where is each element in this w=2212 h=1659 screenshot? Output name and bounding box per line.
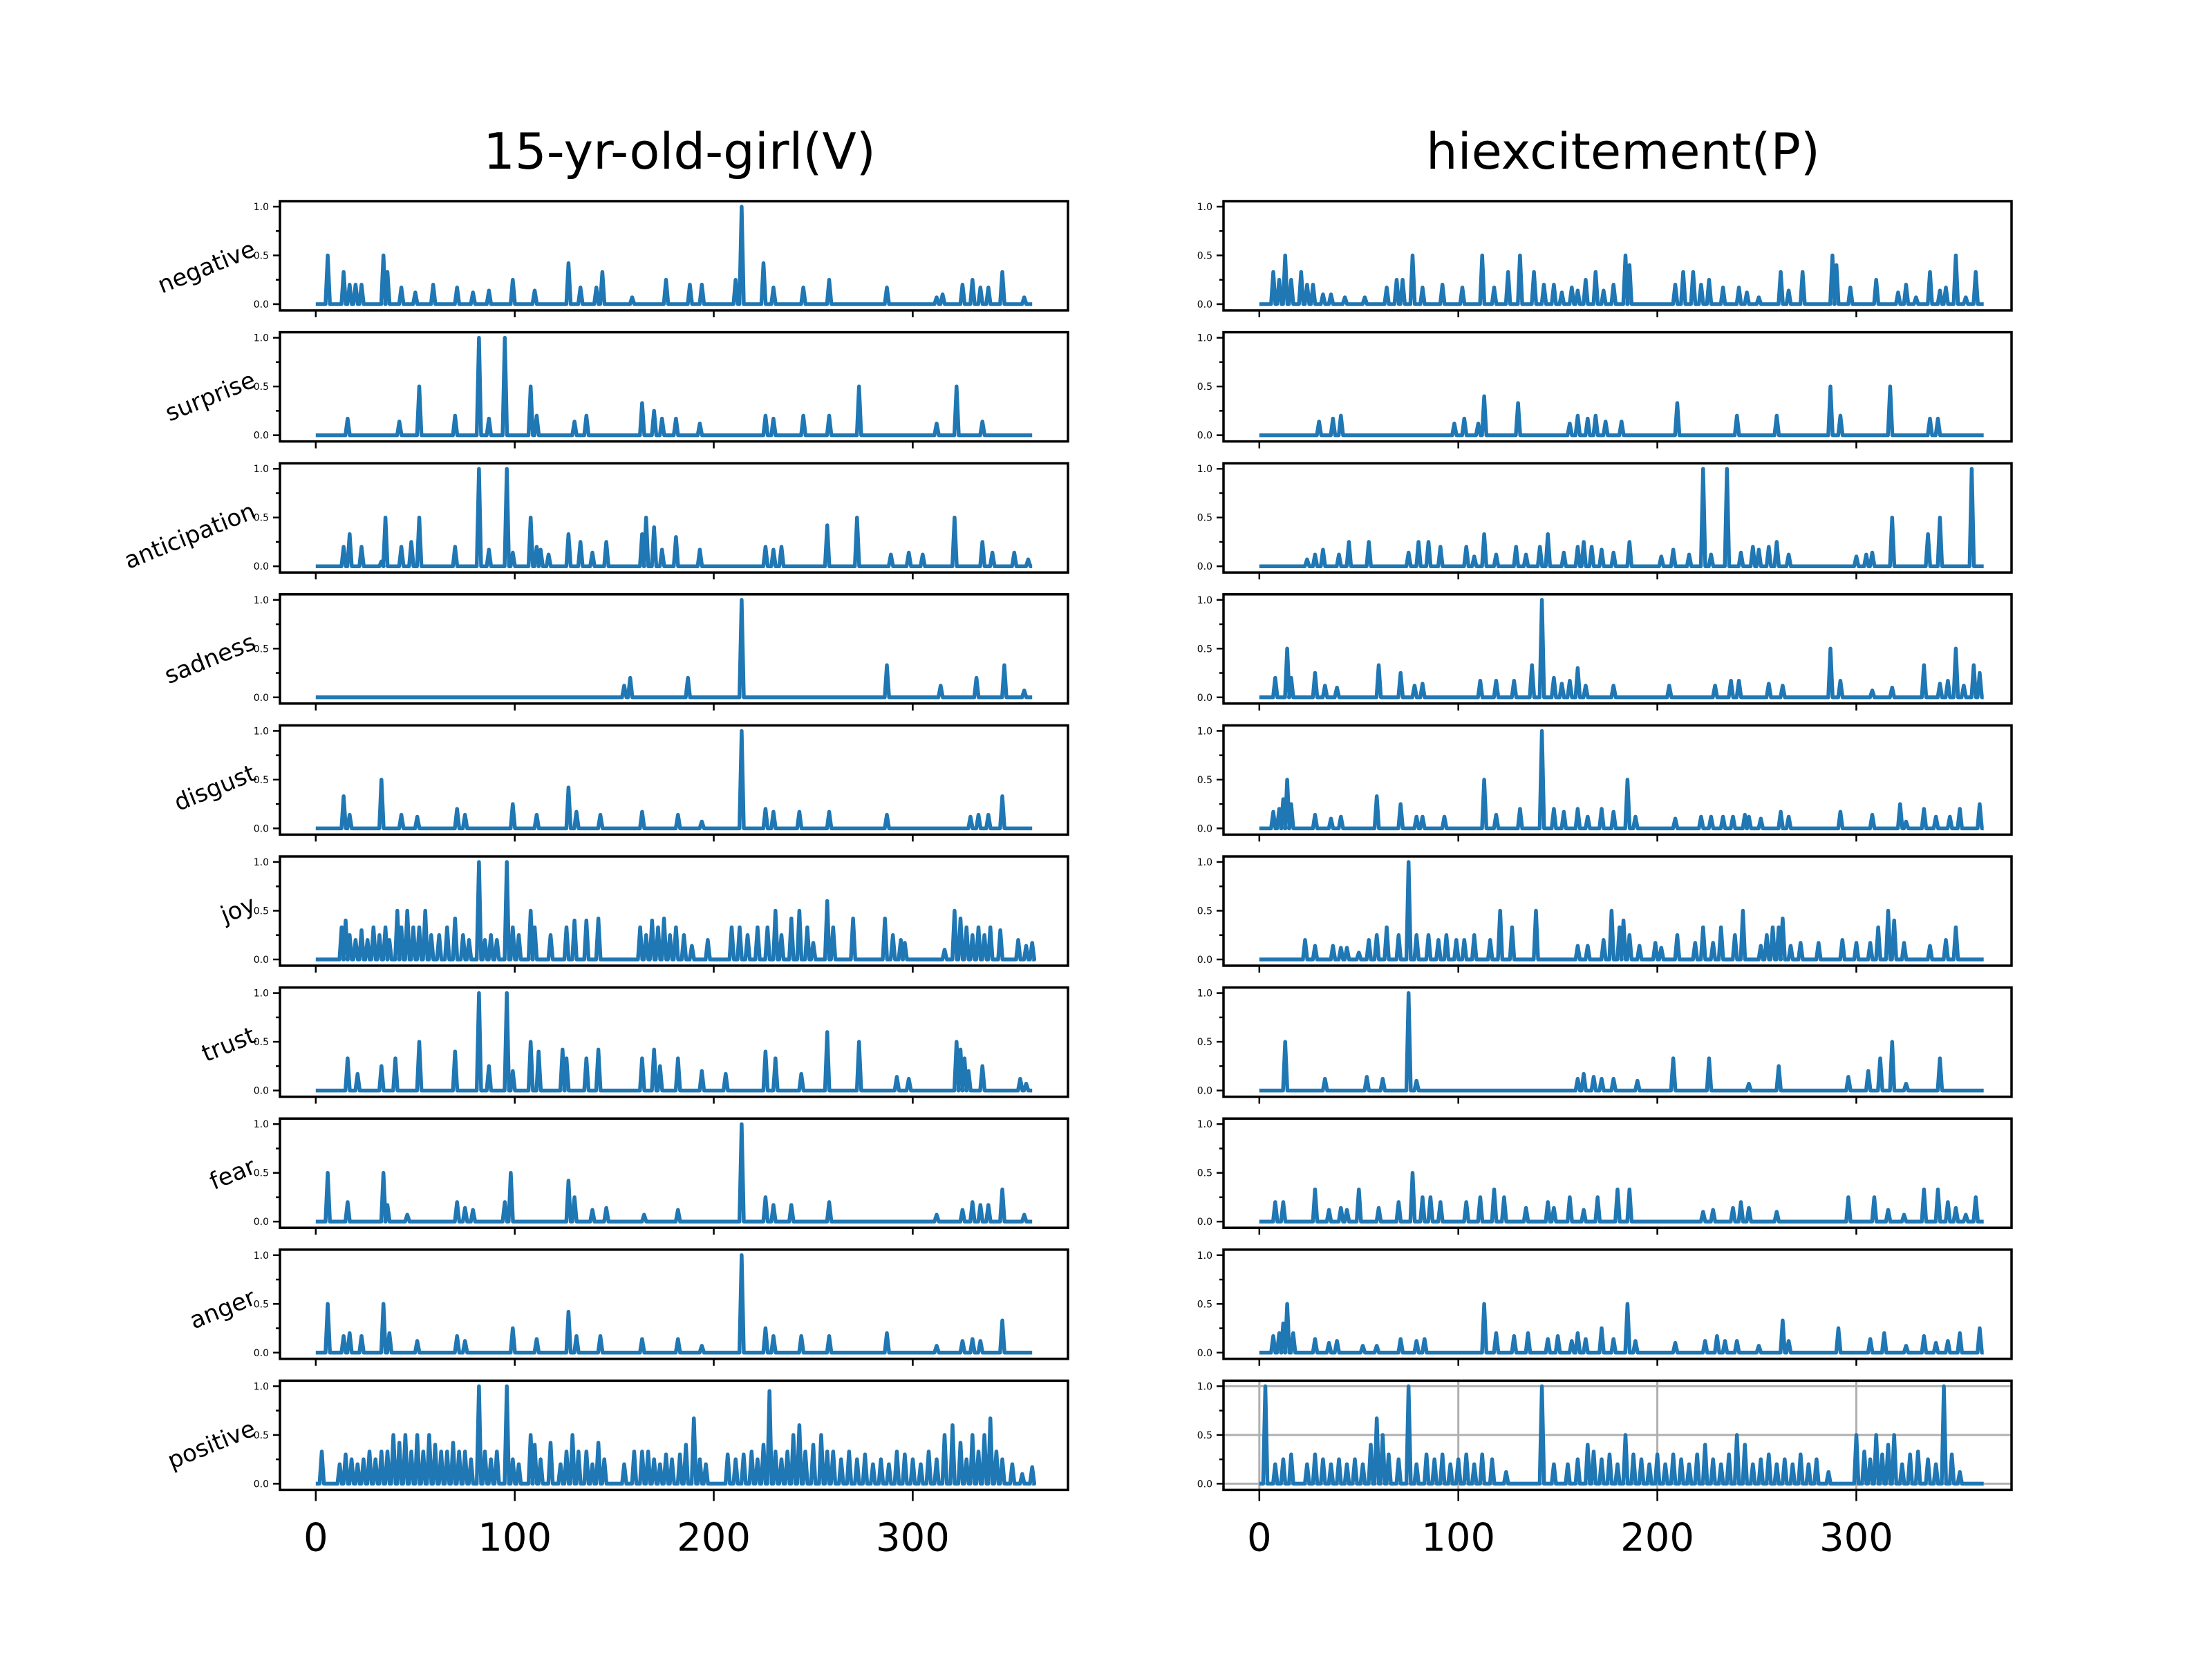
panel-0-anticipation-ytick-label-2: 1.0 (254, 464, 269, 475)
panel-0-trust-ytick-label-1: 0.5 (254, 1037, 269, 1048)
panel-1-anticipation-ytick-label-1: 0.5 (1197, 513, 1212, 524)
panel-0-anticipation-ytick-label-0: 0.0 (254, 561, 269, 572)
panel-1-disgust-line (1259, 729, 1984, 831)
panel-1-disgust-ytick-label-0: 0.0 (1197, 823, 1212, 834)
panel-0-surprise-ytick-label-1: 0.5 (254, 382, 269, 393)
panel-0-positive-ytick-label-2: 1.0 (254, 1381, 269, 1392)
panel-1-surprise-ytick-label-1: 0.5 (1197, 382, 1212, 393)
panel-0-anticipation-ytick-label-1: 0.5 (254, 513, 269, 524)
panel-1-fear-line (1259, 1170, 1984, 1224)
panel-0-fear-ytick-label-2: 1.0 (254, 1119, 269, 1130)
panel-0-sadness-ytick-label-1: 0.5 (254, 644, 269, 655)
panel-0-surprise-ytick-label-0: 0.0 (254, 431, 269, 442)
panel-1-surprise-ytick-label-0: 0.0 (1197, 431, 1212, 442)
panel-0-anger-ytick-label-1: 0.5 (254, 1299, 269, 1310)
panel-1-fear-ytick-label-1: 0.5 (1197, 1168, 1212, 1179)
panels-grid: 0.00.51.0negative0.00.51.0surprise0.00.5… (120, 200, 2013, 1560)
panel-0-trust-ytick-label-0: 0.0 (254, 1086, 269, 1097)
panel-1-anger-ytick-label-0: 0.0 (1197, 1348, 1212, 1359)
x-tick-label-1-1: 100 (1421, 1515, 1495, 1560)
panel-1-sadness-ytick-label-2: 1.0 (1197, 595, 1212, 606)
panel-0-trust-line (315, 991, 1033, 1093)
panel-0-surprise-ytick-label-2: 1.0 (254, 333, 269, 344)
panel-0-negative-line (315, 205, 1033, 306)
panel-1-sadness-line (1259, 598, 1984, 700)
panel-1-negative-line (1259, 253, 1984, 306)
panel-1-anticipation-ytick-label-2: 1.0 (1197, 464, 1212, 475)
panel-1-fear-ytick-label-0: 0.0 (1197, 1217, 1212, 1228)
x-tick-label-1-3: 300 (1819, 1515, 1893, 1560)
panel-0-surprise-line (315, 335, 1033, 438)
panel-1-trust-ytick-label-2: 1.0 (1197, 988, 1212, 1000)
x-tick-label-0-2: 200 (677, 1515, 751, 1560)
panel-1-anticipation-ytick-label-0: 0.0 (1197, 561, 1212, 572)
panel-1-trust-ytick-label-0: 0.0 (1197, 1086, 1212, 1097)
panel-1-disgust-ytick-label-2: 1.0 (1197, 726, 1212, 737)
panel-0-positive-line (315, 1384, 1037, 1486)
panel-1-negative-ytick-label-2: 1.0 (1197, 202, 1212, 213)
x-tick-label-0-1: 100 (478, 1515, 552, 1560)
panel-1-joy-ytick-label-1: 0.5 (1197, 906, 1212, 917)
panel-1-fear-ytick-label-2: 1.0 (1197, 1119, 1212, 1130)
panel-1-joy-ytick-label-0: 0.0 (1197, 955, 1212, 966)
panel-0-joy-ytick-label-1: 0.5 (254, 906, 269, 917)
panel-1-anger-ytick-label-2: 1.0 (1197, 1250, 1212, 1262)
panel-0-fear-ytick-label-1: 0.5 (254, 1168, 269, 1179)
panel-1-trust-ytick-label-1: 0.5 (1197, 1037, 1212, 1048)
panel-1-negative-ytick-label-1: 0.5 (1197, 251, 1212, 262)
panel-0-disgust-ytick-label-2: 1.0 (254, 726, 269, 737)
panel-0-negative-ytick-label-2: 1.0 (254, 202, 269, 213)
column-title-left: 15-yr-old-girl(V) (483, 122, 876, 180)
panel-0-joy-line (315, 860, 1037, 962)
panel-1-sadness-ytick-label-0: 0.0 (1197, 693, 1212, 704)
panel-0-positive-ytick-label-1: 0.5 (254, 1430, 269, 1441)
panel-0-anger-ytick-label-0: 0.0 (254, 1348, 269, 1359)
panel-0-anger-line (315, 1253, 1033, 1355)
panel-1-joy-line (1259, 860, 1984, 962)
panel-0-sadness-ytick-label-2: 1.0 (254, 595, 269, 606)
panel-0-anger-ytick-label-2: 1.0 (254, 1250, 269, 1262)
panel-0-trust-ytick-label-2: 1.0 (254, 988, 269, 1000)
panel-0-joy-ytick-label-2: 1.0 (254, 857, 269, 868)
panel-1-positive-line (1259, 1384, 1984, 1486)
panel-1-surprise-ytick-label-2: 1.0 (1197, 333, 1212, 344)
panel-1-surprise-line (1259, 384, 1984, 438)
panel-1-positive-ytick-label-2: 1.0 (1197, 1381, 1212, 1392)
panel-0-anticipation-line (315, 467, 1033, 568)
panel-0-positive-ytick-label-0: 0.0 (254, 1479, 269, 1490)
panel-0-disgust-ytick-label-1: 0.5 (254, 775, 269, 786)
panel-1-sadness-ytick-label-1: 0.5 (1197, 644, 1212, 655)
panel-0-negative-ytick-label-1: 0.5 (254, 251, 269, 262)
panel-1-negative-ytick-label-0: 0.0 (1197, 299, 1212, 310)
panel-0-fear-line (315, 1122, 1033, 1224)
panel-1-positive-ytick-label-1: 0.5 (1197, 1430, 1212, 1441)
x-tick-label-1-2: 200 (1620, 1515, 1694, 1560)
column-title-right: hiexcitement(P) (1426, 122, 1820, 180)
x-tick-label-1-0: 0 (1247, 1515, 1272, 1560)
panel-0-disgust-line (315, 729, 1033, 831)
panel-1-trust-line (1259, 991, 1984, 1093)
panel-0-fear-ytick-label-0: 0.0 (254, 1217, 269, 1228)
panel-1-anger-ytick-label-1: 0.5 (1197, 1299, 1212, 1310)
panel-1-anger-line (1259, 1302, 1984, 1355)
panel-0-disgust-ytick-label-0: 0.0 (254, 823, 269, 834)
panel-1-joy-ytick-label-2: 1.0 (1197, 857, 1212, 868)
panel-0-joy-ytick-label-0: 0.0 (254, 955, 269, 966)
panel-1-positive-ytick-label-0: 0.0 (1197, 1479, 1212, 1490)
x-tick-label-0-3: 300 (876, 1515, 950, 1560)
panel-0-sadness-line (315, 598, 1033, 700)
panel-1-disgust-ytick-label-1: 0.5 (1197, 775, 1212, 786)
panel-0-sadness-ytick-label-0: 0.0 (254, 693, 269, 704)
panel-1-anticipation-line (1259, 467, 1984, 568)
x-tick-label-0-0: 0 (303, 1515, 328, 1560)
panel-0-negative-ytick-label-0: 0.0 (254, 299, 269, 310)
